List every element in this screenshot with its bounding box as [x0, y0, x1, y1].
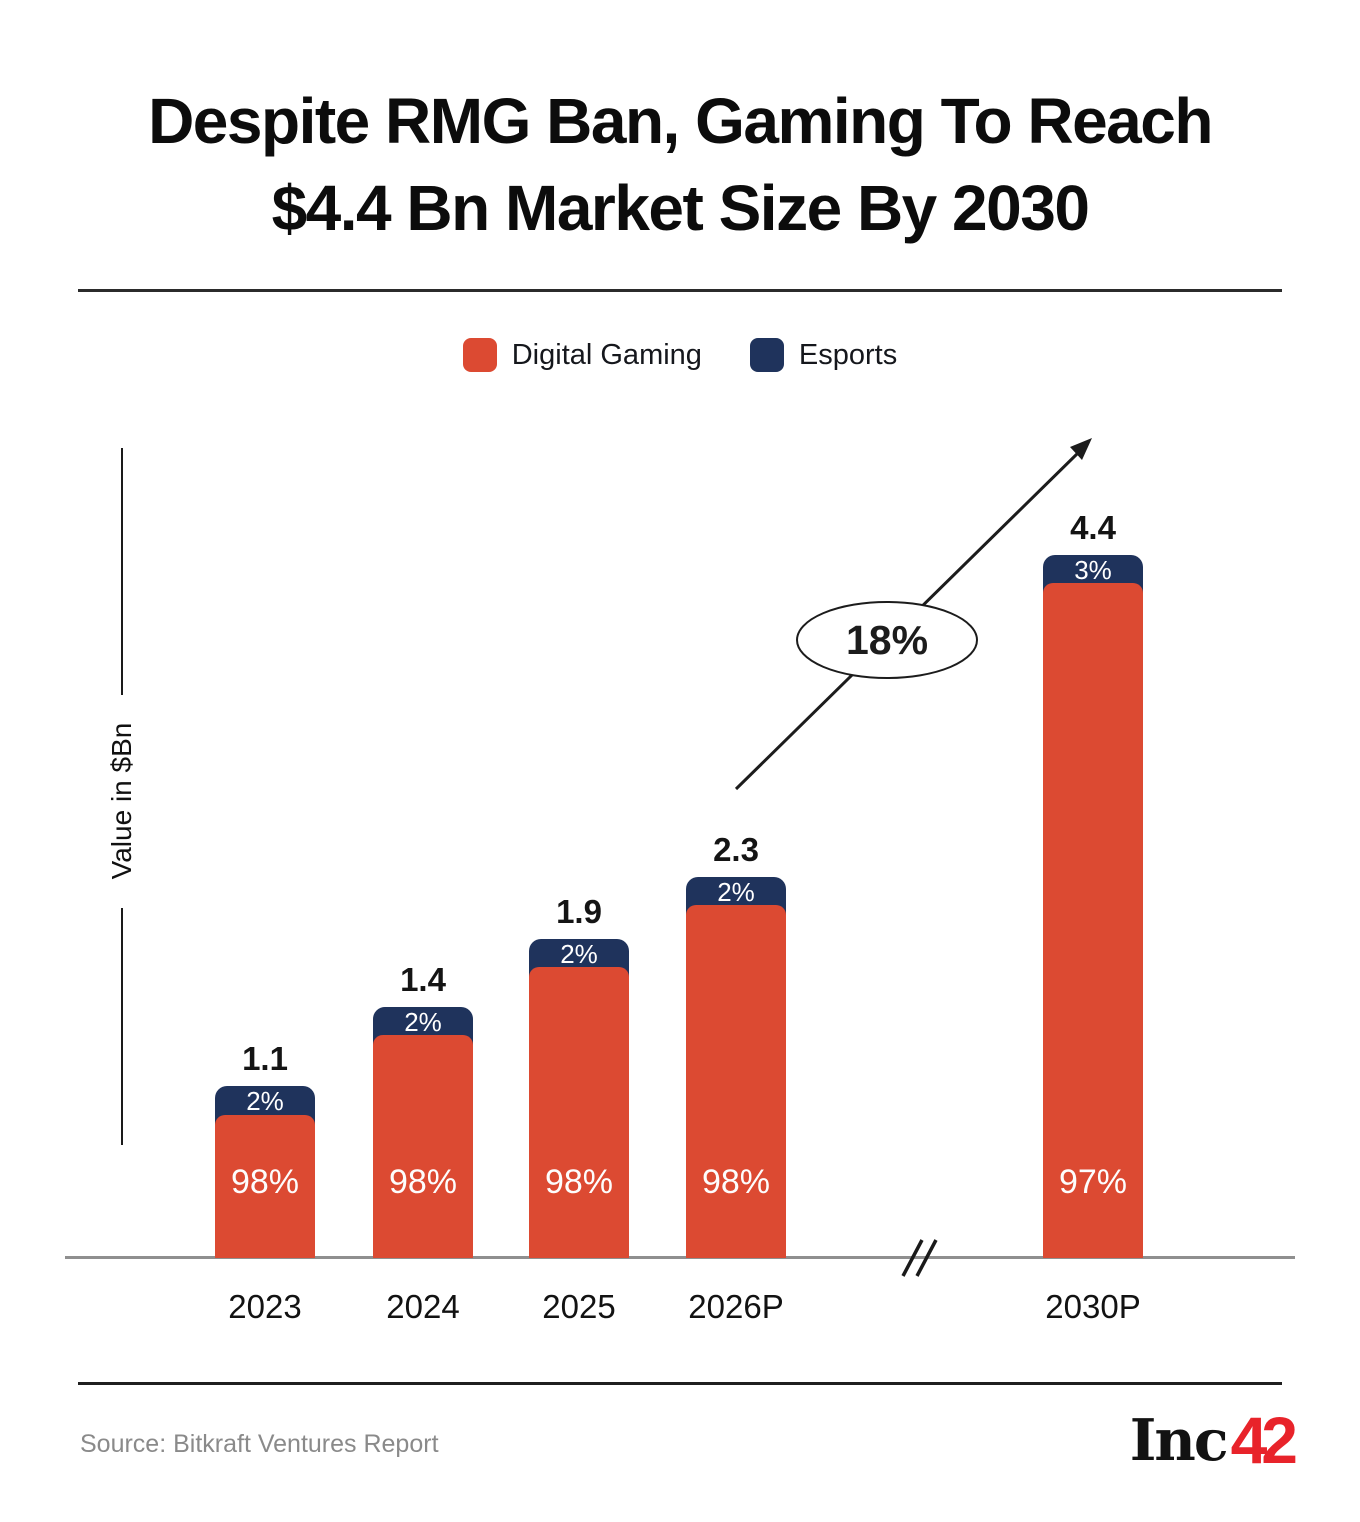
x-tick-label-2024: 2024 — [386, 1288, 460, 1325]
esports-share-label: 2% — [404, 1007, 442, 1037]
title-separator — [78, 289, 1282, 292]
y-axis-label: Value in $Bn — [106, 722, 137, 880]
growth-arrow — [734, 438, 1092, 791]
y-axis-line-lower — [121, 908, 123, 1145]
bar-total-label-2023: 1.1 — [242, 1040, 288, 1077]
digital-gaming-share-label: 98% — [701, 1163, 771, 1201]
bar-2025: 2% 98% — [529, 939, 629, 1258]
growth-rate-label: 18% — [845, 617, 929, 663]
bar-total-label-2026P: 2.3 — [713, 831, 759, 868]
esports-share-label: 3% — [1074, 555, 1112, 585]
digital-gaming-share-label: 98% — [230, 1163, 300, 1201]
digital-gaming-swatch-icon — [462, 338, 497, 372]
digital-gaming-share-label: 98% — [388, 1163, 458, 1201]
inc42-logo-black-text: Inc — [1129, 1406, 1229, 1474]
chart-title: Despite RMG Ban, Gaming To Reach $4.4 Bn… — [0, 78, 1360, 252]
legend-label-digital-gaming: Digital Gaming — [511, 338, 702, 371]
legend: Digital Gaming Esports — [0, 338, 1360, 372]
x-tick-label-2023: 2023 — [228, 1288, 302, 1325]
esports-share-label: 2% — [717, 877, 755, 907]
digital-gaming-share-label: 97% — [1058, 1163, 1128, 1201]
legend-label-esports: Esports — [798, 338, 898, 371]
legend-item-digital-gaming: Digital Gaming — [462, 338, 702, 372]
footer-separator — [78, 1382, 1282, 1385]
chart-title-line2: $4.4 Bn Market Size By 2030 — [271, 172, 1090, 244]
inc42-logo: Inc 42 — [1129, 1402, 1298, 1478]
digital-gaming-segment — [529, 967, 629, 1258]
bar-2023: 2% 98% — [215, 1086, 315, 1258]
digital-gaming-segment — [373, 1035, 473, 1258]
bar-2026P: 2% 98% — [686, 877, 786, 1258]
bar-2024: 2% 98% — [373, 1007, 473, 1258]
bar-total-label-2025: 1.9 — [556, 893, 602, 930]
x-axis-line — [65, 1256, 1295, 1259]
esports-share-label: 2% — [246, 1086, 284, 1116]
bar-total-label-2024: 1.4 — [400, 961, 446, 998]
source-text: Source: Bitkraft Ventures Report — [80, 1430, 439, 1458]
digital-gaming-segment — [1043, 583, 1143, 1258]
x-tick-label-2030P: 2030P — [1045, 1288, 1141, 1325]
esports-share-label: 2% — [560, 939, 598, 969]
x-tick-label-2026P: 2026P — [688, 1288, 784, 1325]
bar-2030P: 3% 97% — [1043, 555, 1143, 1258]
esports-swatch-icon — [749, 338, 784, 372]
bar-total-label-2030P: 4.4 — [1070, 509, 1116, 546]
digital-gaming-segment — [215, 1115, 315, 1258]
digital-gaming-share-label: 98% — [544, 1163, 614, 1201]
inc42-logo-red-text: 42 — [1230, 1403, 1298, 1477]
chart-title-line1: Despite RMG Ban, Gaming To Reach — [148, 85, 1213, 157]
y-axis-line-upper — [121, 448, 123, 695]
x-tick-label-2025: 2025 — [542, 1288, 616, 1325]
legend-item-esports: Esports — [749, 338, 898, 372]
digital-gaming-segment — [686, 905, 786, 1258]
